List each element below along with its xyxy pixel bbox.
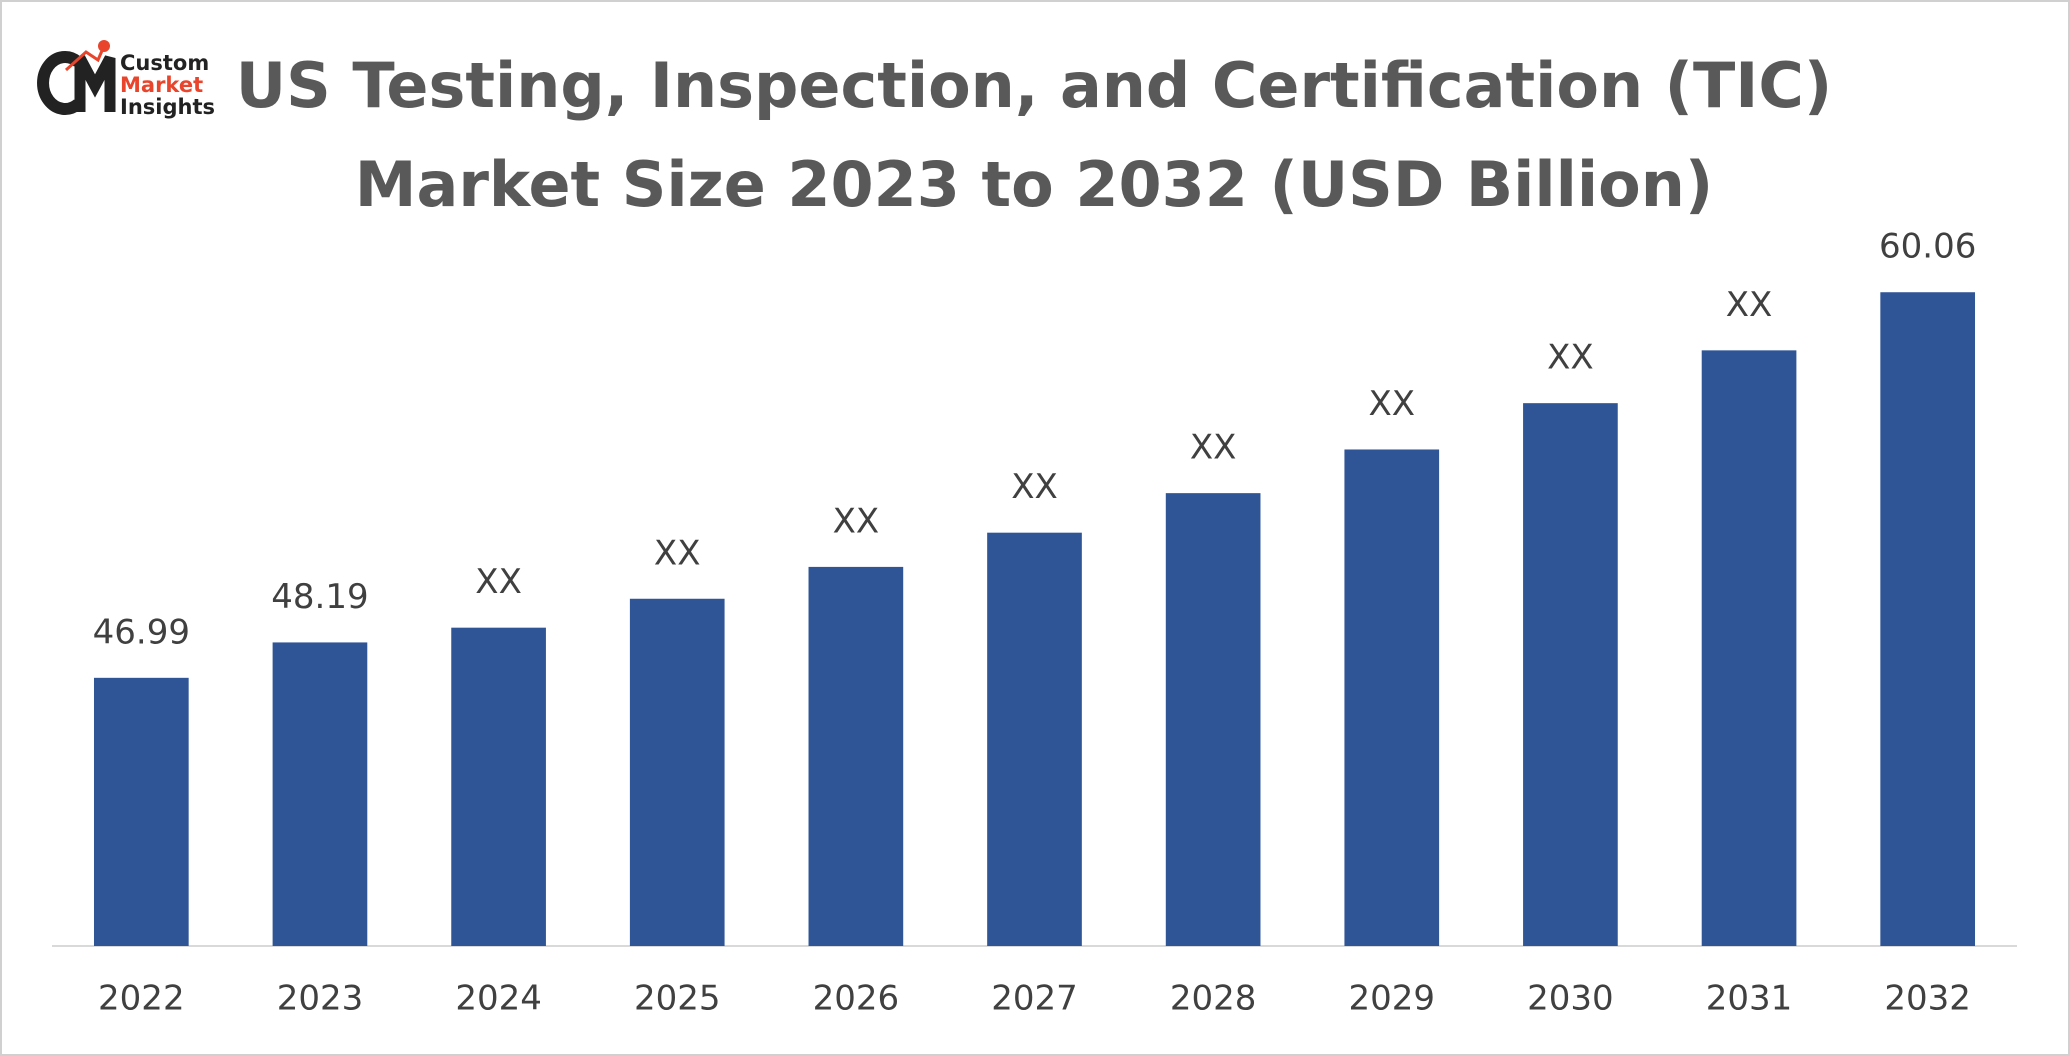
- x-tick-label: 2023: [277, 979, 364, 1019]
- bar: [1165, 493, 1261, 946]
- data-label: XX: [1190, 428, 1237, 468]
- logo-c: [37, 51, 82, 115]
- logo-m: [74, 55, 116, 112]
- data-label: XX: [654, 533, 701, 573]
- x-tick-label: 2032: [1884, 979, 1971, 1019]
- bar: [272, 642, 368, 946]
- bar: [93, 677, 189, 946]
- logo-text: Market: [120, 73, 203, 97]
- bar: [987, 532, 1082, 946]
- bar: [1701, 350, 1797, 946]
- x-tick-label: 2027: [991, 979, 1078, 1019]
- logo-text: Custom: [120, 51, 209, 75]
- logo-text: Insights: [120, 95, 215, 119]
- bar: [451, 627, 546, 946]
- data-label: XX: [475, 562, 522, 602]
- data-label: XX: [833, 501, 880, 541]
- bar: [808, 566, 904, 946]
- bar: [1344, 449, 1440, 946]
- x-tick-label: 2026: [813, 979, 900, 1019]
- logo-arrow: [64, 45, 106, 72]
- x-tick-label: 2022: [98, 979, 185, 1019]
- chart-title: Market Size 2023 to 2032 (USD Billion): [355, 148, 1713, 221]
- data-label: XX: [1368, 384, 1415, 424]
- x-tick-label: 2028: [1170, 979, 1257, 1019]
- chart-title: US Testing, Inspection, and Certificatio…: [236, 49, 1832, 122]
- x-tick-label: 2024: [455, 979, 542, 1019]
- logo-mark: [37, 40, 116, 115]
- x-tick-label: 2025: [634, 979, 721, 1019]
- data-label: 46.99: [93, 612, 190, 652]
- bar: [1523, 403, 1618, 946]
- data-label: XX: [1011, 467, 1058, 507]
- data-label: 48.19: [271, 577, 368, 617]
- x-tick-label: 2030: [1527, 979, 1614, 1019]
- bar: [1880, 292, 1976, 947]
- x-tick-label: 2031: [1706, 979, 1793, 1019]
- x-tick-label: 2029: [1349, 979, 1436, 1019]
- data-label: XX: [1547, 338, 1594, 378]
- data-label: 60.06: [1879, 227, 1976, 267]
- bar: [629, 598, 725, 946]
- data-label: XX: [1726, 285, 1773, 325]
